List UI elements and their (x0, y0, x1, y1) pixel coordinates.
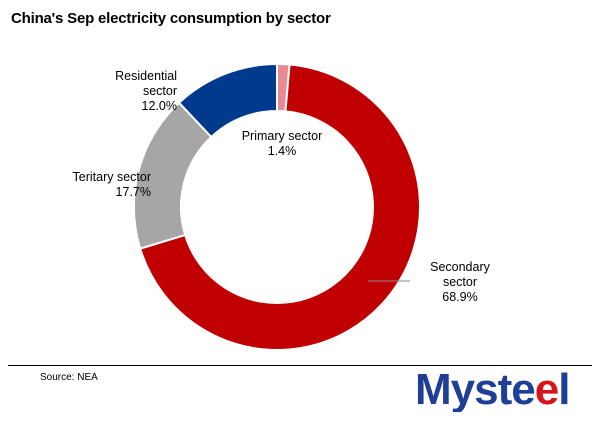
mysteel-logo: Mysteel (415, 365, 570, 412)
label-residential-sector: Residential sector 12.0% (115, 69, 177, 113)
source-note: Source: NEA (40, 372, 98, 383)
donut-chart: Primary sector 1.4% Secondary sector 68.9% Te… (73, 62, 491, 351)
label-teritary-sector: Teritary sector 17.7% (73, 170, 152, 199)
donut-labels: Primary sector 1.4% Secondary sector 68.9% Te… (73, 69, 491, 304)
label-secondary-sector: Secondary sector 68.9% (430, 260, 491, 304)
slice-residential-sector (177, 62, 278, 139)
chart-title: China's Sep electricity consumption by s… (11, 10, 331, 27)
footer-divider (8, 365, 592, 366)
donut-slices (133, 62, 421, 351)
label-primary-sector: Primary sector 1.4% (242, 129, 323, 158)
slice-secondary-sector (138, 63, 421, 351)
logo-text-mysteel: Mysteel (415, 365, 569, 412)
